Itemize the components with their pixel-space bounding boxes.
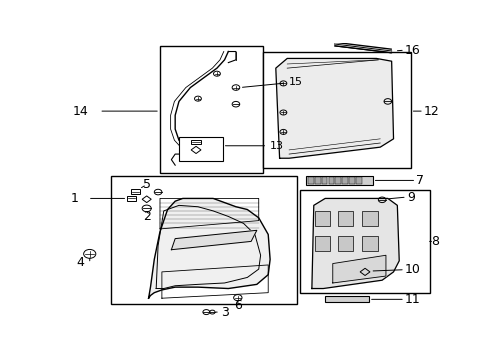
Bar (130, 189, 140, 194)
Bar (336, 177, 341, 184)
Text: 12: 12 (424, 105, 440, 118)
Bar (315, 211, 330, 226)
Bar (338, 211, 353, 226)
Text: 8: 8 (432, 235, 440, 248)
Text: 5: 5 (143, 178, 151, 191)
Polygon shape (172, 230, 257, 250)
Text: 9: 9 (407, 190, 415, 203)
Bar (306, 176, 373, 185)
Text: 13: 13 (225, 141, 284, 151)
Bar (363, 211, 378, 226)
Polygon shape (148, 198, 270, 298)
Text: 15: 15 (243, 77, 303, 87)
Bar (338, 236, 353, 251)
Polygon shape (312, 198, 399, 288)
Bar (127, 196, 136, 201)
Text: 14: 14 (73, 105, 88, 118)
Bar (329, 177, 334, 184)
Bar (315, 236, 330, 251)
Bar (191, 140, 201, 144)
Text: 16: 16 (405, 44, 421, 57)
FancyBboxPatch shape (111, 176, 297, 304)
Bar (308, 177, 314, 184)
Polygon shape (276, 58, 393, 158)
Polygon shape (333, 255, 386, 283)
Bar (356, 177, 362, 184)
Text: 1: 1 (71, 193, 78, 206)
Text: 10: 10 (405, 263, 421, 276)
FancyBboxPatch shape (179, 138, 222, 161)
Bar (342, 177, 348, 184)
Bar (325, 296, 369, 302)
FancyBboxPatch shape (300, 190, 430, 293)
FancyBboxPatch shape (160, 46, 263, 174)
Bar (315, 177, 320, 184)
Text: 7: 7 (416, 174, 424, 187)
Bar (322, 177, 327, 184)
Bar (349, 177, 355, 184)
Bar (363, 236, 378, 251)
Text: 3: 3 (220, 306, 229, 319)
Text: 11: 11 (405, 293, 421, 306)
Text: 4: 4 (76, 256, 84, 269)
FancyBboxPatch shape (263, 51, 411, 168)
Text: 6: 6 (234, 299, 242, 312)
Text: 2: 2 (143, 210, 151, 223)
